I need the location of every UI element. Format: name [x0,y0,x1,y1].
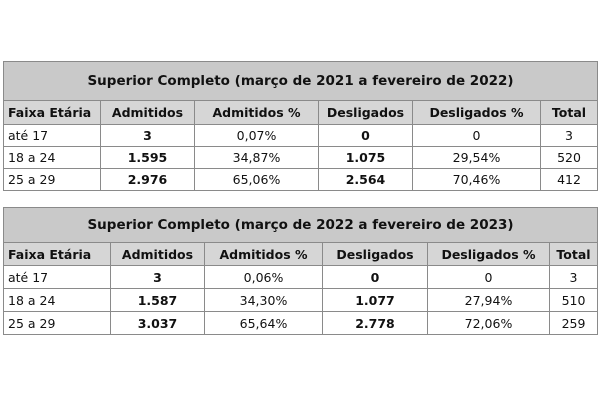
cell-desligados: 1.075 [318,146,413,169]
table-row: até 17 3 0,06% 0 0 3 [3,265,599,289]
cell-admitidos: 3.037 [110,311,205,335]
table-row: até 17 3 0,07% 0 0 3 [3,124,599,147]
cell-admitidos-pct: 65,06% [194,168,319,191]
table-row: 25 a 29 2.976 65,06% 2.564 70,46% 412 [3,168,599,191]
header-total: Total [548,242,599,266]
cell-admitidos-pct: 34,30% [204,288,323,312]
table-title: Superior Completo (março de 2021 a fever… [2,61,599,101]
header-faixa-etaria: Faixa Etária [3,242,111,266]
cell-desligados: 2.778 [322,311,428,335]
cell-admitidos: 1.595 [100,146,195,169]
cell-desligados: 0 [318,124,413,147]
cell-desligados-pct: 72,06% [427,311,550,335]
cell-total: 510 [548,288,599,312]
header-total: Total [539,100,599,125]
header-desligados: Desligados [318,100,413,125]
cell-faixa: 25 a 29 [3,311,111,335]
cell-desligados-pct: 70,46% [412,168,541,191]
header-faixa-etaria: Faixa Etária [3,100,101,125]
header-desligados-pct: Desligados % [427,242,550,266]
cell-faixa: 18 a 24 [3,288,111,312]
cell-faixa: até 17 [3,124,101,147]
cell-total: 3 [539,124,599,147]
cell-desligados: 0 [322,265,428,289]
cell-desligados: 2.564 [318,168,413,191]
cell-admitidos: 2.976 [100,168,195,191]
header-admitidos: Admitidos [100,100,195,125]
cell-total: 259 [548,311,599,335]
table-2022-2023: Superior Completo (março de 2022 a fever… [2,207,599,335]
cell-faixa: 25 a 29 [3,168,101,191]
cell-desligados-pct: 29,54% [412,146,541,169]
cell-admitidos-pct: 0,06% [204,265,323,289]
cell-desligados-pct: 0 [427,265,550,289]
header-admitidos-pct: Admitidos % [194,100,319,125]
cell-total: 520 [539,146,599,169]
header-desligados-pct: Desligados % [412,100,541,125]
cell-total: 412 [539,168,599,191]
header-desligados: Desligados [322,242,428,266]
cell-desligados-pct: 27,94% [427,288,550,312]
cell-admitidos: 1.587 [110,288,205,312]
cell-admitidos-pct: 65,64% [204,311,323,335]
cell-faixa: até 17 [3,265,111,289]
cell-desligados: 1.077 [322,288,428,312]
table-row: 18 a 24 1.595 34,87% 1.075 29,54% 520 [3,146,599,169]
cell-desligados-pct: 0 [412,124,541,147]
cell-total: 3 [548,265,599,289]
table-title: Superior Completo (março de 2022 a fever… [2,207,599,243]
cell-admitidos: 3 [110,265,205,289]
header-admitidos-pct: Admitidos % [204,242,323,266]
cell-admitidos: 3 [100,124,195,147]
table-row: 18 a 24 1.587 34,30% 1.077 27,94% 510 [3,288,599,312]
header-admitidos: Admitidos [110,242,205,266]
table-2021-2022: Superior Completo (março de 2021 a fever… [2,61,599,191]
cell-faixa: 18 a 24 [3,146,101,169]
cell-admitidos-pct: 34,87% [194,146,319,169]
table-row: 25 a 29 3.037 65,64% 2.778 72,06% 259 [3,311,599,335]
cell-admitidos-pct: 0,07% [194,124,319,147]
